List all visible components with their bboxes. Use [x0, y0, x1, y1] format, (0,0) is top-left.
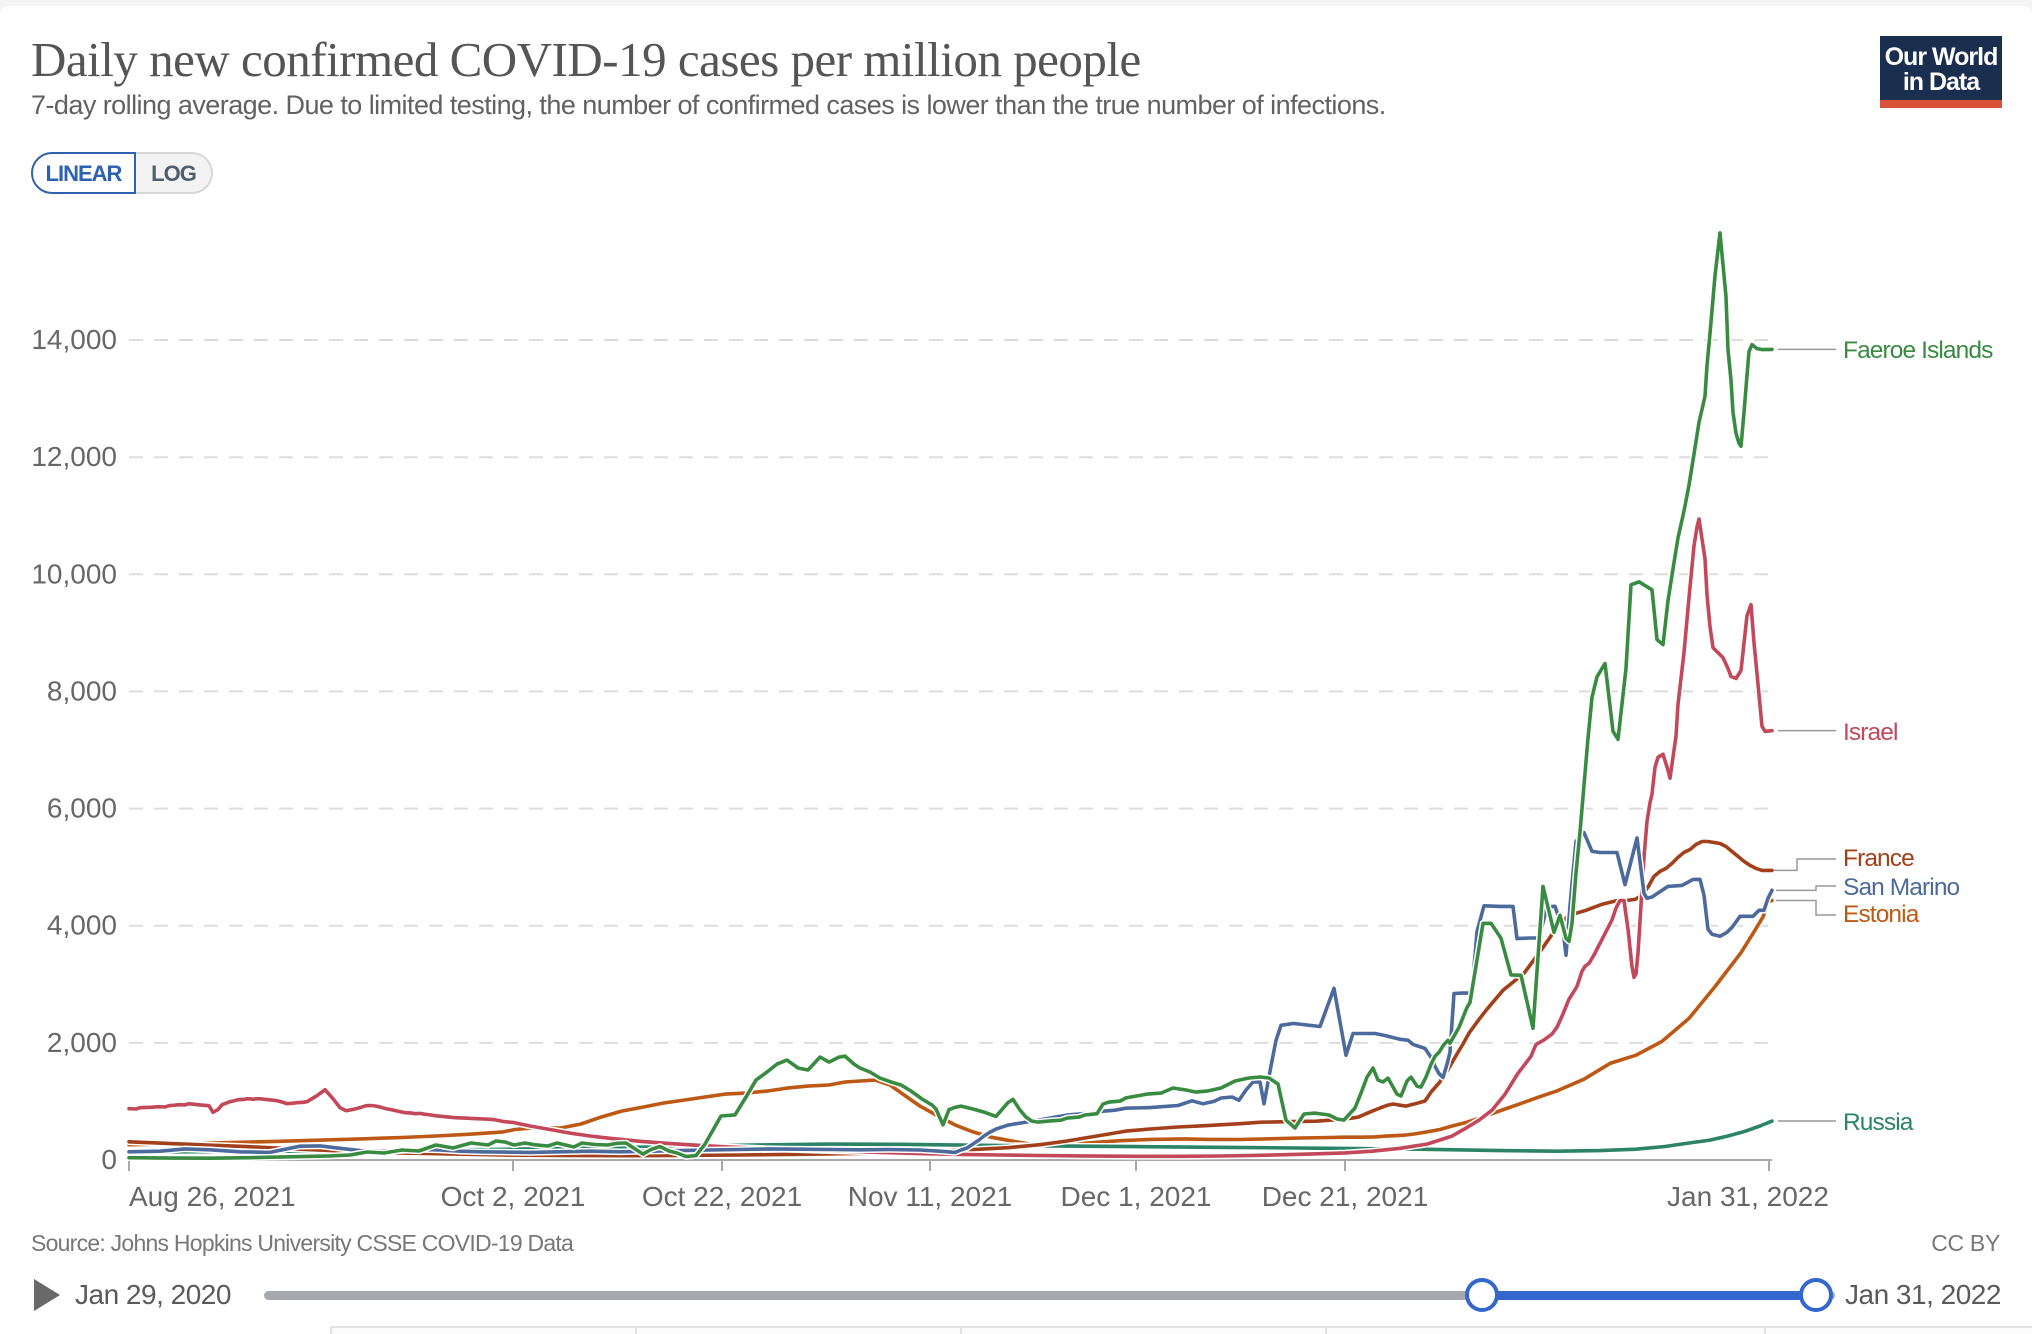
svg-text:Oct 2, 2021: Oct 2, 2021	[441, 1181, 586, 1212]
svg-text:Jan 31, 2022: Jan 31, 2022	[1667, 1181, 1829, 1212]
svg-text:2,000: 2,000	[47, 1027, 117, 1058]
svg-text:14,000: 14,000	[31, 324, 117, 355]
svg-text:Aug 26, 2021: Aug 26, 2021	[129, 1181, 296, 1212]
svg-text:San Marino: San Marino	[1843, 874, 1960, 901]
svg-text:Estonia: Estonia	[1843, 901, 1920, 928]
svg-text:10,000: 10,000	[31, 558, 117, 589]
svg-text:Dec 21, 2021: Dec 21, 2021	[1262, 1181, 1429, 1212]
svg-text:France: France	[1843, 845, 1914, 872]
svg-text:8,000: 8,000	[47, 675, 117, 706]
svg-text:0: 0	[101, 1144, 117, 1175]
svg-text:Russia: Russia	[1843, 1109, 1914, 1136]
svg-text:12,000: 12,000	[31, 441, 117, 472]
svg-text:Nov 11, 2021: Nov 11, 2021	[848, 1181, 1013, 1212]
svg-text:4,000: 4,000	[47, 910, 117, 941]
svg-text:Oct 22, 2021: Oct 22, 2021	[642, 1181, 802, 1212]
svg-text:Faeroe Islands: Faeroe Islands	[1843, 337, 1993, 364]
svg-text:6,000: 6,000	[47, 793, 117, 824]
svg-text:Dec 1, 2021: Dec 1, 2021	[1061, 1181, 1212, 1212]
svg-text:Israel: Israel	[1843, 719, 1898, 746]
